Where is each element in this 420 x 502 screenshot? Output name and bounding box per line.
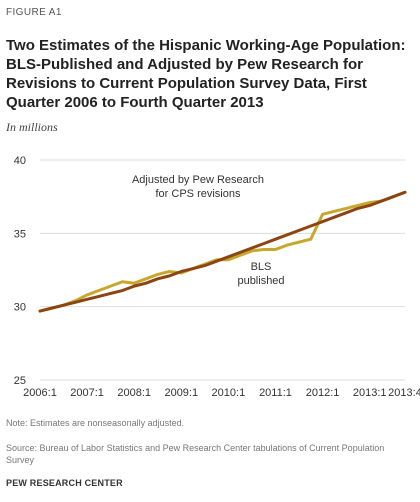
- chart-note: Note: Estimates are nonseasonally adjust…: [6, 418, 185, 428]
- y-tick-label: 40: [14, 155, 26, 167]
- y-tick-label: 30: [14, 302, 26, 314]
- series-line-adjusted: [38, 190, 407, 313]
- gridlines: [40, 159, 405, 381]
- credit-line: PEW RESEARCH CENTER: [6, 478, 123, 488]
- annotation-adjusted-line1: Adjusted by Pew Research: [132, 174, 264, 186]
- chart-subtitle: In millions: [6, 120, 58, 134]
- x-tick-label: 2013:4: [388, 387, 420, 399]
- x-axis-tick-labels: 2006:1 2007:1 2008:1 2009:1 2010:1 2011:1 2012…: [23, 387, 420, 399]
- y-axis-tick-labels: 25 30 35 40: [14, 155, 26, 387]
- chart-title: Two Estimates of the Hispanic Working-Ag…: [6, 37, 406, 111]
- annotation-bls-line1: BLS: [251, 261, 272, 273]
- chart-source: Source: Bureau of Labor Statistics and P…: [6, 443, 385, 465]
- annotation-adjusted-line2: for CPS revisions: [156, 188, 241, 200]
- annotation-bls-line2: published: [237, 275, 284, 287]
- x-tick-label: 2012:1: [306, 387, 340, 399]
- x-tick-label: 2010:1: [212, 387, 246, 399]
- series-lines: [38, 190, 407, 313]
- x-tick-label: 2013:1: [353, 387, 387, 399]
- y-tick-label: 25: [14, 375, 26, 387]
- x-tick-label: 2006:1: [23, 387, 57, 399]
- series-annotations: Adjusted by Pew Research for CPS revisio…: [132, 174, 285, 287]
- x-tick-label: 2011:1: [259, 387, 292, 399]
- y-tick-label: 35: [14, 228, 26, 240]
- figure-label: FIGURE A1: [6, 7, 62, 18]
- x-tick-label: 2007:1: [70, 387, 104, 399]
- x-tick-label: 2009:1: [164, 387, 198, 399]
- x-tick-label: 2008:1: [117, 387, 151, 399]
